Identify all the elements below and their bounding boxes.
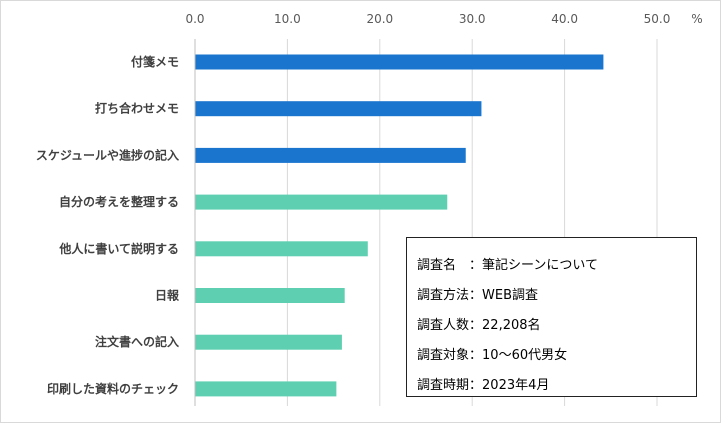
info-value: 10～60代男女 (482, 347, 568, 363)
bar (195, 194, 448, 210)
category-label: 印刷した資料のチェック (47, 381, 179, 396)
info-line-period: 調査時期： 2023年4月 (417, 368, 686, 398)
unit-label: % (691, 12, 702, 26)
x-tick-label: 0.0 (185, 12, 204, 26)
info-line-respondents: 調査人数： 22,208名 (417, 308, 686, 338)
info-value: 22,208名 (482, 317, 541, 333)
info-separator: ： (469, 317, 483, 333)
bar (195, 381, 337, 397)
bar (195, 147, 466, 163)
info-line-method: 調査方法： WEB調査 (417, 278, 686, 308)
category-label: 打ち合わせメモ (95, 101, 179, 116)
info-key: 調査時期 (417, 377, 470, 393)
info-key: 調査方法 (417, 287, 470, 303)
bar (195, 334, 342, 350)
category-label: 付箋メモ (131, 54, 179, 69)
bar (195, 241, 368, 257)
info-line-target: 調査対象： 10～60代男女 (417, 338, 686, 368)
category-label: 注文書への記入 (95, 334, 179, 349)
info-separator: ： (469, 377, 483, 393)
bar (195, 288, 345, 303)
info-separator: ： (469, 287, 483, 303)
info-line-survey-name: 調査名 ：筆記シーンについて (417, 248, 686, 278)
info-value: 2023年4月 (482, 377, 550, 393)
x-tick-label: 20.0 (366, 12, 393, 26)
survey-info-box: 調査名 ：筆記シーンについて 調査方法： WEB調査 調査人数： 22,208名 調… (406, 237, 697, 397)
category-label: 日報 (155, 288, 180, 303)
bar (195, 54, 604, 70)
info-value: WEB調査 (482, 287, 539, 303)
category-label: 自分の考えを整理する (59, 194, 179, 209)
category-label: スケジュールや進捗の記入 (36, 147, 179, 162)
x-tick-label: 40.0 (551, 12, 578, 26)
info-key: 調査人数 (417, 317, 470, 333)
x-tick-label: 10.0 (274, 12, 301, 26)
x-tick-label: 30.0 (459, 12, 486, 26)
bar (195, 101, 482, 117)
category-label: 他人に書いて説明する (58, 241, 179, 256)
info-value: 筆記シーンについて (482, 257, 598, 273)
info-key: 調査対象 (417, 347, 470, 363)
info-separator: ： (456, 257, 483, 273)
info-key: 調査名 (417, 257, 457, 273)
x-tick-label: 50.0 (644, 12, 671, 26)
info-separator: ： (469, 347, 483, 363)
